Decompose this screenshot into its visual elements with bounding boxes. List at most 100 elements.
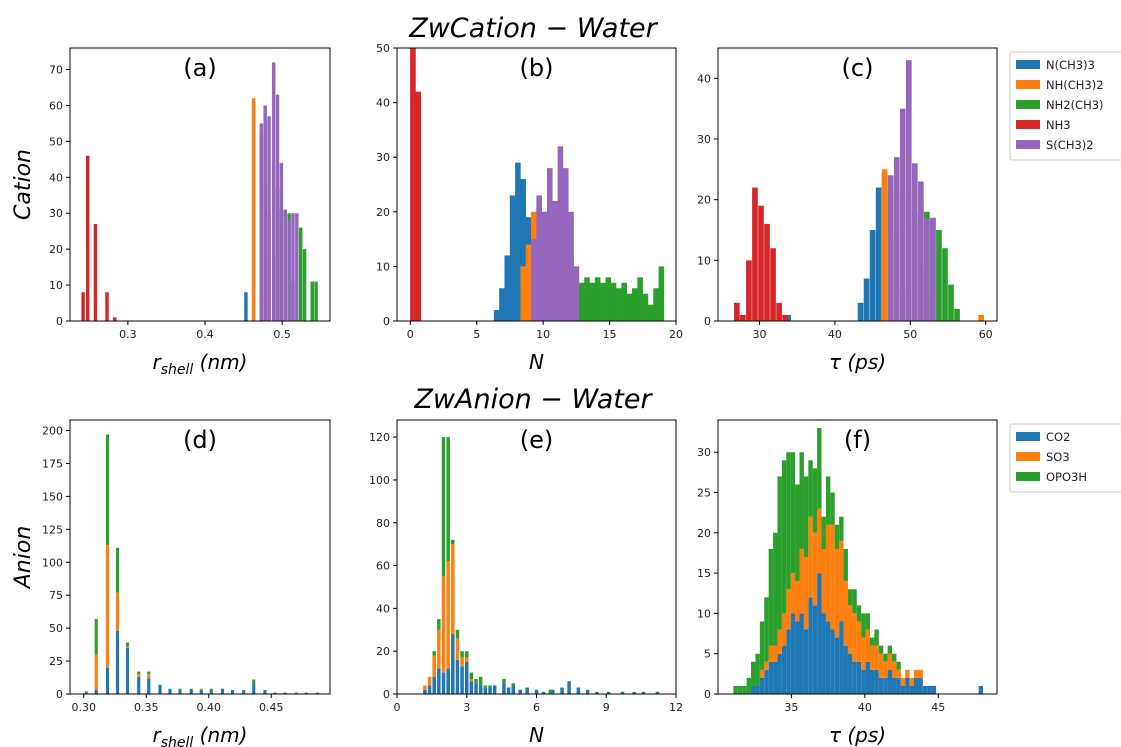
bar-co2 [168, 688, 172, 694]
bars [734, 60, 984, 321]
y-tick-label: 10 [697, 254, 711, 267]
y-tick-label: 20 [49, 243, 63, 256]
bar-co2 [230, 690, 235, 694]
bar-opo3h [548, 689, 553, 694]
bar-opo3h [834, 524, 840, 549]
bar-co2 [905, 677, 910, 694]
y-tick-label: 80 [376, 517, 390, 530]
x-tick-label: 6 [533, 701, 540, 714]
bar-so3 [821, 548, 826, 614]
bar-s-ch3-2 [899, 108, 906, 321]
bar-nh2-ch3- [936, 230, 942, 321]
panel-a: 0.3 0.4 0.5 0 10 20 30 40 50 60 70 (a) rshell (nm) Ca… [11, 47, 331, 378]
bar-so3 [834, 548, 840, 638]
bar-so3 [817, 508, 822, 574]
panel-label: (d) [183, 426, 217, 454]
bar-co2 [909, 685, 915, 694]
legend-anion: CO2 SO3 OPO3H [1009, 423, 1121, 493]
y-tick-label: 25 [697, 487, 711, 500]
bar-opo3h [790, 452, 796, 574]
bar-opo3h [755, 653, 760, 686]
bar-n-ch3-3 [499, 288, 505, 321]
bar-so3 [843, 581, 848, 646]
bar-opo3h [502, 679, 506, 684]
legend-swatch [1016, 432, 1040, 441]
bar-co2 [567, 681, 571, 694]
bar-co2 [551, 689, 555, 694]
plot-frame [69, 47, 331, 322]
bar-s-ch3-2 [562, 168, 569, 321]
bar-nh3 [734, 302, 740, 321]
panel-label: (b) [520, 54, 554, 82]
legend-entry: NH2(CH3) [1046, 98, 1104, 112]
bar-co2 [518, 689, 522, 694]
bar-co2 [777, 653, 782, 694]
bar-co2 [525, 687, 529, 694]
bar-so3 [147, 674, 151, 679]
bar-co2 [534, 689, 539, 694]
bar-nh3 [746, 260, 752, 321]
bar-co2 [790, 613, 796, 694]
y-tick-label: 40 [697, 72, 711, 85]
bar-co2 [892, 677, 897, 694]
y-tick-label: 20 [376, 645, 390, 658]
bar-co2 [759, 677, 765, 694]
x-tick-label: 0 [394, 701, 401, 714]
bar-opo3h [883, 653, 888, 662]
bar-so3 [137, 674, 141, 677]
bar-s-ch3-2 [924, 217, 930, 321]
bar-co2 [834, 637, 840, 694]
y-tick-label: 50 [49, 622, 63, 635]
bar-so3 [839, 540, 844, 622]
bar-nh2-ch3- [653, 288, 659, 321]
bar-co2 [283, 692, 287, 694]
bar-co2 [199, 690, 203, 694]
x-tick-label: 40 [858, 701, 872, 714]
bar-co2 [852, 661, 857, 694]
bar-co2 [469, 681, 474, 694]
bar-nh3 [105, 292, 109, 321]
bar-co2 [620, 691, 625, 694]
legend-swatch [1016, 120, 1040, 129]
y-tick-label: 0 [704, 315, 711, 328]
bar-opo3h [94, 618, 98, 655]
bar-nh3 [764, 223, 770, 321]
bar-co2 [874, 669, 879, 694]
bars [84, 434, 320, 694]
bar-so3 [852, 613, 857, 662]
bar-co2 [460, 666, 464, 694]
legend-frame [1009, 51, 1121, 161]
bar-co2 [242, 690, 246, 694]
bar-co2 [799, 613, 804, 694]
bar-so3 [869, 645, 875, 670]
bar-opo3h [856, 605, 862, 622]
bars [410, 48, 665, 321]
bar-opo3h [465, 651, 469, 658]
bar-opo3h [478, 676, 483, 686]
bar-co2 [209, 690, 213, 694]
bar-opo3h [460, 651, 464, 658]
bar-nh3 [782, 314, 788, 321]
bar-co2 [220, 688, 225, 694]
bar-opo3h [768, 548, 774, 646]
legend-entry: NH(CH3)2 [1046, 78, 1104, 92]
x-tick-label: 0.35 [134, 701, 159, 714]
y-tick-label: 0 [56, 688, 63, 701]
bar-co2 [541, 691, 546, 694]
bar-opo3h [511, 683, 515, 686]
x-tick-label: 0.3 [119, 328, 137, 341]
bar-s-ch3-2 [918, 181, 924, 321]
bar-co2 [252, 683, 256, 694]
y-tick-label: 5 [704, 648, 711, 661]
bar-opo3h [84, 691, 88, 693]
bar-nh2-ch3- [302, 249, 307, 321]
bar-so3 [914, 669, 919, 678]
bar-nh3 [770, 248, 776, 321]
y-tick-label: 40 [376, 602, 390, 615]
bar-nh2-ch3- [310, 281, 314, 321]
bar-so3 [427, 676, 432, 686]
bar-opo3h [843, 548, 848, 582]
x-tick-label: 3 [463, 701, 470, 714]
bar-so3 [432, 655, 436, 677]
bar-s-ch3-2 [552, 200, 558, 321]
